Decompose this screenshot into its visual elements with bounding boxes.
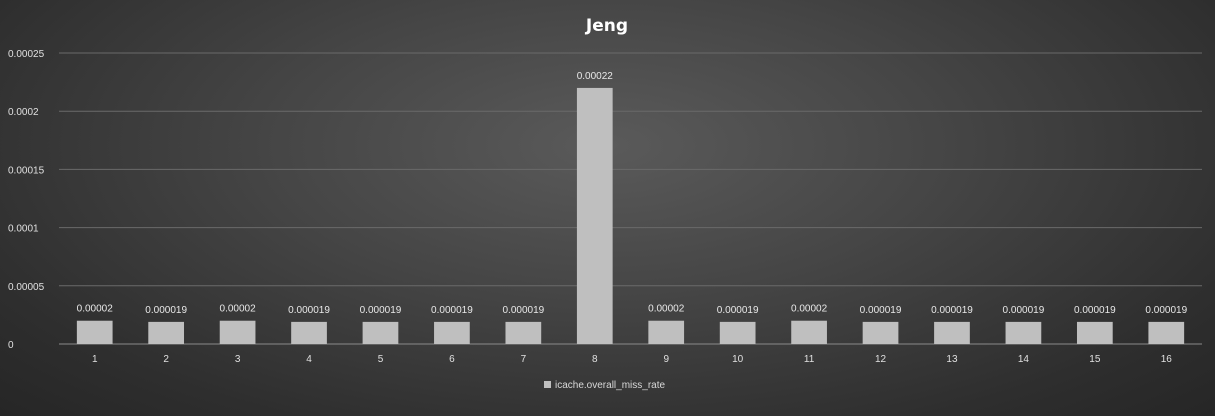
bar <box>291 321 327 344</box>
bar <box>1076 321 1113 344</box>
data-label: 0.00002 <box>77 304 114 315</box>
x-tick-label: 4 <box>306 354 312 365</box>
data-label: 0.00002 <box>220 304 257 315</box>
data-label: 0.000019 <box>860 305 902 316</box>
x-tick-label: 1 <box>92 354 98 365</box>
data-label: 0.000019 <box>360 305 402 316</box>
data-label: 0.000019 <box>1003 305 1045 316</box>
x-tick-label: 14 <box>1018 354 1030 365</box>
y-tick-label: 0.00025 <box>8 49 45 60</box>
bar <box>434 321 470 344</box>
data-label: 0.000019 <box>1074 305 1116 316</box>
y-tick-label: 0.00015 <box>8 165 45 176</box>
bars <box>76 87 1185 345</box>
x-tick-label: 16 <box>1161 354 1173 365</box>
bar <box>862 321 899 344</box>
data-label: 0.000019 <box>145 305 187 316</box>
y-tick-label: 0.0001 <box>8 224 39 235</box>
bar <box>148 321 185 344</box>
x-tick-label: 9 <box>663 354 669 365</box>
x-tick-label: 15 <box>1089 354 1101 365</box>
data-label: 0.000019 <box>431 305 473 316</box>
x-axis-ticks: 1 2 3 4 5 6 7 8 9 10 11 12 13 14 15 16 <box>92 354 1172 365</box>
data-labels: 0.00002 0.000019 0.00002 0.000019 0.000019 0.… <box>77 71 1188 316</box>
x-tick-label: 2 <box>163 354 169 365</box>
legend-swatch <box>544 381 551 388</box>
data-label: 0.000019 <box>717 305 759 316</box>
y-tick-label: 0.0002 <box>8 107 39 118</box>
x-tick-label: 8 <box>592 354 598 365</box>
x-tick-label: 13 <box>946 354 958 365</box>
bar <box>1148 321 1185 344</box>
data-label: 0.00002 <box>791 304 828 315</box>
bar <box>719 321 756 344</box>
y-tick-label: 0 <box>8 340 14 351</box>
x-tick-label: 7 <box>521 354 527 365</box>
gridlines <box>59 52 1202 345</box>
x-tick-label: 6 <box>449 354 455 365</box>
data-label: 0.000019 <box>1145 305 1187 316</box>
bar <box>76 320 113 344</box>
bar <box>505 321 542 344</box>
data-label: 0.000019 <box>502 305 544 316</box>
bar <box>791 320 827 344</box>
bar <box>1005 321 1042 344</box>
bar <box>219 320 256 344</box>
bar <box>576 87 613 345</box>
bar <box>934 321 970 344</box>
x-tick-label: 12 <box>875 354 887 365</box>
x-tick-label: 11 <box>804 354 815 365</box>
data-label: 0.00022 <box>577 71 614 82</box>
chart-title: Jeng <box>585 16 628 36</box>
x-tick-label: 3 <box>235 354 241 365</box>
bar <box>648 320 685 344</box>
legend: icache.overall_miss_rate <box>544 380 665 391</box>
x-tick-label: 5 <box>378 354 384 365</box>
y-axis-ticks: 0 0.00005 0.0001 0.00015 0.0002 0.00025 <box>8 49 45 351</box>
y-tick-label: 0.00005 <box>8 282 45 293</box>
data-label: 0.000019 <box>288 305 330 316</box>
x-tick-label: 10 <box>732 354 744 365</box>
legend-label: icache.overall_miss_rate <box>555 380 665 391</box>
bar <box>362 321 399 344</box>
data-label: 0.000019 <box>931 305 973 316</box>
data-label: 0.00002 <box>648 304 685 315</box>
